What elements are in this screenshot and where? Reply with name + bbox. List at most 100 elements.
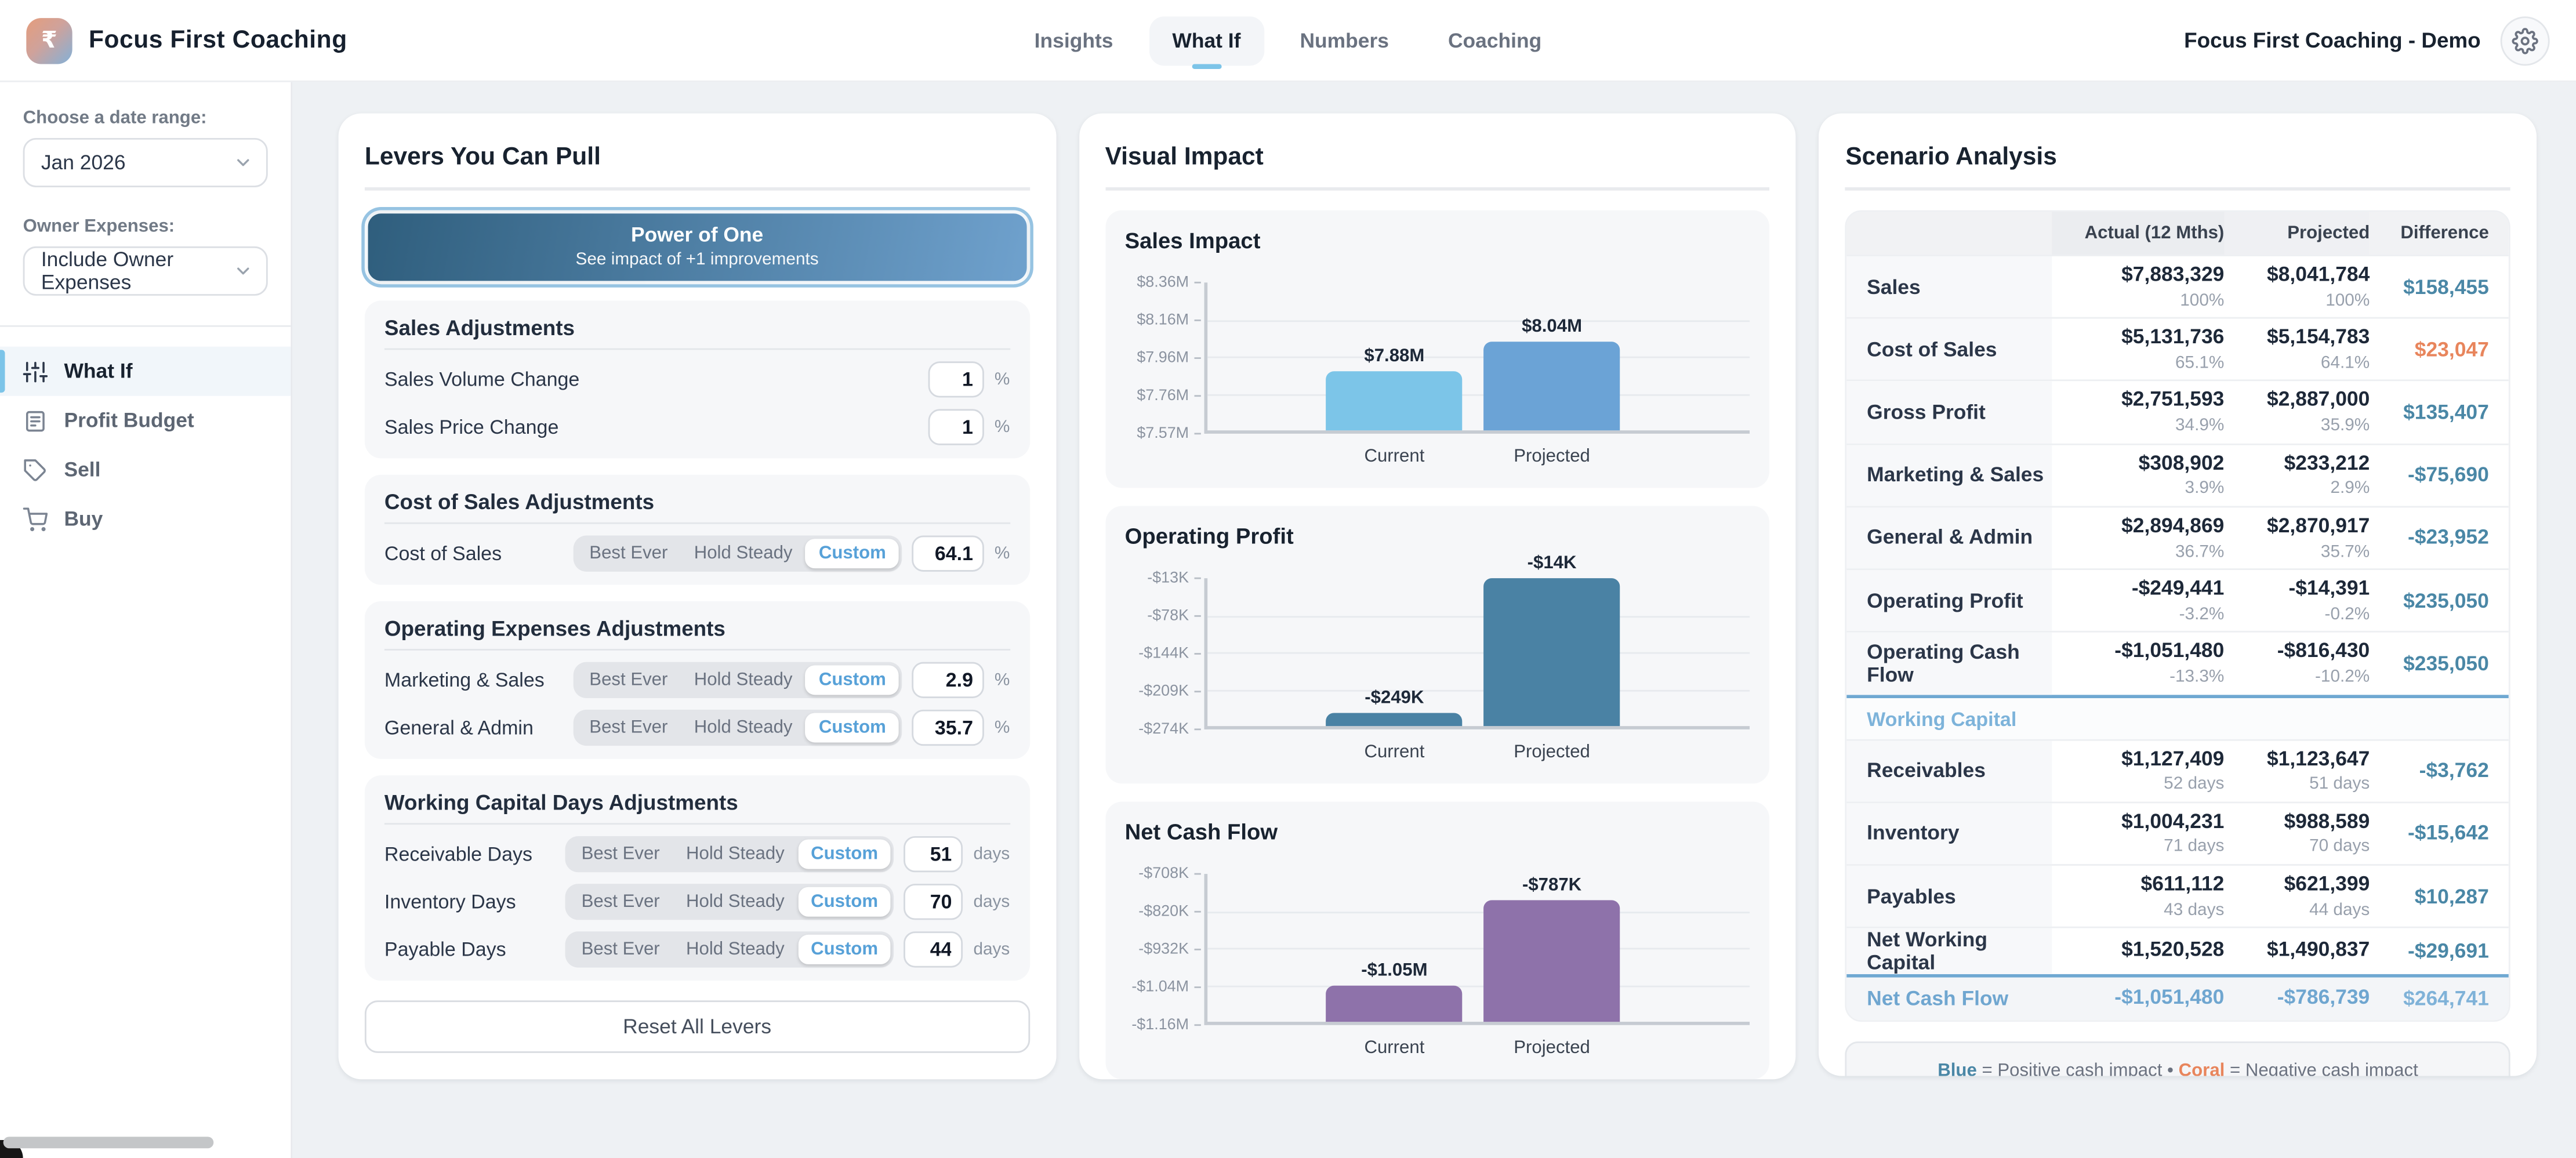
column-header-difference: Difference	[2400, 223, 2489, 244]
scenario-table-body: Sales $7,883,329 100% $8,041,784 100% $158,45…	[1847, 255, 2509, 1021]
lever-row-sales-volume-change: Sales Volume Change%	[384, 360, 1010, 397]
difference-cell: -$23,952	[2370, 507, 2509, 568]
visual-impact-title: Visual Impact	[1105, 143, 1264, 171]
sales-price-change-input[interactable]	[928, 408, 985, 445]
difference-cell: $158,455	[2370, 256, 2509, 317]
power-of-one-button[interactable]: Power of One See impact of +1 improvemen…	[364, 210, 1030, 285]
segment-option-hold-steady[interactable]: Hold Steady	[673, 934, 797, 964]
projected-sub-value: 44 days	[2309, 899, 2370, 920]
difference-cell: -$29,691	[2370, 928, 2509, 974]
sidebar-item-label: Sell	[64, 458, 101, 482]
y-axis-tick: -$820K	[1138, 903, 1200, 921]
cost-of-sales-input[interactable]	[912, 535, 985, 571]
unit-suffix: days	[973, 891, 1010, 911]
projected-cell: $233,212 2.9%	[2224, 445, 2370, 506]
segment-option-best-ever[interactable]: Best Ever	[576, 538, 681, 568]
segment-option-custom[interactable]: Custom	[797, 934, 891, 964]
horizontal-scrollbar-thumb[interactable]	[3, 1137, 214, 1149]
segment-option-best-ever[interactable]: Best Ever	[568, 934, 673, 964]
payable-days-input[interactable]	[904, 930, 964, 967]
segment-option-hold-steady[interactable]: Hold Steady	[681, 712, 806, 742]
lever-row-sales-price-change: Sales Price Change%	[384, 408, 1010, 445]
table-row-cost-of-sales: Cost of Sales $5,131,736 65.1% $5,154,783 64…	[1847, 317, 2509, 380]
primary-nav: Insights What If Numbers Coaching	[1011, 15, 1565, 68]
y-axis-tick: $7.57M	[1137, 424, 1200, 442]
sidebar-item-profit-budget[interactable]: Profit Budget	[0, 396, 291, 445]
tab-numbers[interactable]: Numbers	[1277, 16, 1412, 65]
sidebar-item-buy[interactable]: Buy	[0, 495, 291, 544]
actual-sub-value: 71 days	[2164, 837, 2225, 857]
receivable-days-input[interactable]	[904, 835, 964, 872]
gridline	[1207, 948, 1751, 950]
marketing-sales-input[interactable]	[912, 661, 985, 698]
projected-value: $988,589	[2284, 809, 2370, 833]
date-range-select[interactable]: Jan 2026	[23, 137, 268, 187]
lever-section-title: Operating Expenses Adjustments	[384, 616, 725, 641]
actual-value: -$249,441	[2131, 576, 2225, 600]
actual-cell: $1,520,528	[2052, 928, 2224, 974]
x-axis-label-current: Current	[1364, 446, 1425, 467]
bar-projected: -$14K	[1483, 554, 1620, 727]
bar-chart: -$708K -$820K -$932K -$1.04M -$1.16M -$1.05M -…	[1125, 865, 1751, 1034]
inventory-days-input[interactable]	[904, 883, 964, 920]
sales-volume-change-input[interactable]	[928, 360, 985, 397]
settings-button[interactable]	[2500, 15, 2550, 65]
segment-option-best-ever[interactable]: Best Ever	[576, 712, 681, 742]
projected-cell: -$786,739	[2224, 978, 2370, 1021]
tab-what-if[interactable]: What If	[1149, 15, 1264, 68]
tab-label: Numbers	[1300, 28, 1389, 52]
y-axis-tick: $7.76M	[1137, 387, 1200, 405]
gridline	[1207, 393, 1751, 395]
actual-sub-value: 52 days	[2164, 774, 2225, 794]
row-label: Marketing & Sales	[1847, 444, 2052, 506]
sidebar: Choose a date range: Jan 2026 Owner Expe…	[0, 82, 293, 1158]
lever-section-working-capital-days-adjustments: Working Capital Days Adjustments Receivab…	[364, 775, 1030, 981]
chart-title: Operating Profit	[1124, 524, 1294, 549]
difference-value: $264,741	[2403, 988, 2489, 1011]
actual-cell: $1,127,409 52 days	[2052, 740, 2225, 801]
actual-sub-value: 34.9%	[2175, 415, 2225, 435]
actual-sub-value: 65.1%	[2175, 353, 2225, 373]
sidebar-item-sell[interactable]: Sell	[0, 445, 291, 495]
table-row-payables: Payables $611,112 43 days $621,399 44 days $1…	[1847, 864, 2509, 927]
segment-option-best-ever[interactable]: Best Ever	[576, 665, 681, 694]
levers-panel: Levers You Can Pull Power of One See imp…	[338, 113, 1056, 1080]
lever-section-title: Sales Adjustments	[384, 315, 575, 340]
projected-sub-value: 100%	[2325, 290, 2370, 310]
divider	[384, 348, 1010, 350]
segment-option-hold-steady[interactable]: Hold Steady	[673, 886, 797, 916]
tab-coaching[interactable]: Coaching	[1425, 16, 1565, 65]
segment-option-custom[interactable]: Custom	[797, 886, 891, 916]
actual-sub-value: 36.7%	[2175, 541, 2225, 561]
actual-cell: $308,902 3.9%	[2052, 445, 2225, 506]
plot-area: -$1.05M -$787K	[1203, 874, 1751, 1025]
general-admin-input[interactable]	[912, 709, 985, 745]
segment-option-best-ever[interactable]: Best Ever	[568, 886, 673, 916]
tab-insights[interactable]: Insights	[1011, 16, 1136, 65]
chart-card-sales-impact: Sales Impact $8.36M $8.16M $7.96M $7.76M $7.5…	[1105, 210, 1770, 488]
segment-option-hold-steady[interactable]: Hold Steady	[681, 665, 806, 694]
projected-value: -$786,739	[2277, 986, 2370, 1010]
divider	[1105, 187, 1770, 191]
segment-option-custom[interactable]: Custom	[797, 838, 891, 869]
segment-option-custom[interactable]: Custom	[806, 664, 899, 694]
segment-option-custom[interactable]: Custom	[806, 712, 899, 742]
segment-option-best-ever[interactable]: Best Ever	[568, 838, 673, 868]
owner-expenses-select[interactable]: Include Owner Expenses	[23, 246, 268, 296]
difference-value: -$75,690	[2407, 463, 2489, 487]
segment-option-hold-steady[interactable]: Hold Steady	[681, 538, 806, 568]
bar-projected: $8.04M	[1483, 318, 1620, 431]
row-label: Operating Profit	[1847, 570, 2052, 631]
sidebar-item-what-if[interactable]: What If	[0, 346, 291, 396]
segment-option-hold-steady[interactable]: Hold Steady	[673, 838, 797, 868]
lever-label: General & Admin	[384, 715, 534, 739]
unit-suffix: %	[994, 543, 1010, 563]
segment-option-custom[interactable]: Custom	[806, 538, 899, 568]
unit-suffix: %	[994, 416, 1010, 437]
plot-area: -$249K -$14K	[1203, 554, 1751, 729]
reset-all-levers-button[interactable]: Reset All Levers	[364, 1000, 1030, 1053]
date-range-label: Choose a date range:	[23, 108, 207, 128]
